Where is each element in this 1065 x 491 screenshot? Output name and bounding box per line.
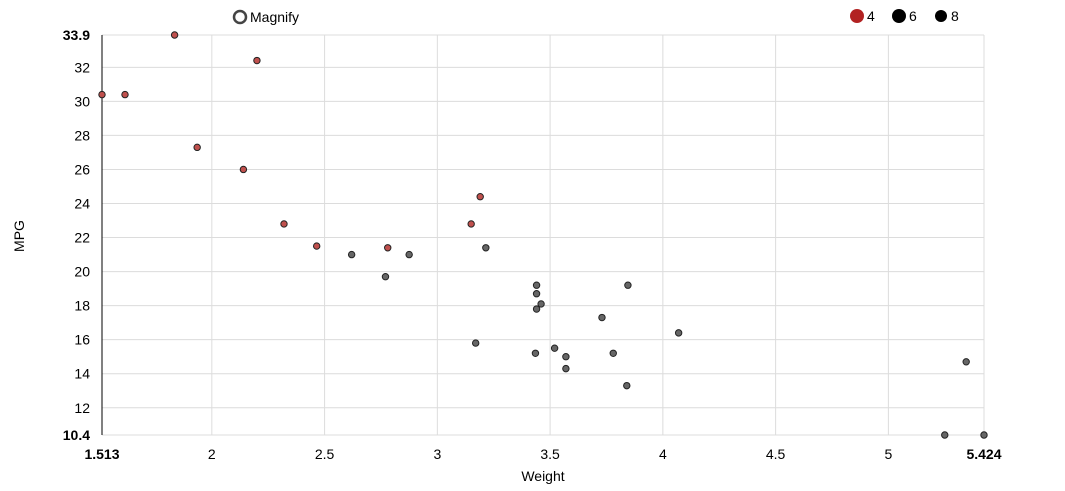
legend-swatch-8[interactable]: [935, 10, 947, 22]
data-point-cyl-8: [609, 349, 617, 357]
data-point-cyl-8: [598, 313, 606, 322]
x-tick-label: 3.5: [540, 446, 560, 462]
y-tick-label: 14: [74, 366, 90, 382]
y-axis-ticks: 12 14 16 18 20 22 24 26 28 30 32 10.4 33.9: [63, 27, 90, 443]
magnify-toggle[interactable]: Magnify: [232, 9, 299, 25]
data-point-cyl-6: [381, 273, 390, 281]
y-tick-label: 32: [74, 59, 90, 75]
data-point-cyl-4: [121, 90, 129, 99]
data-point-cyl-8: [532, 290, 541, 298]
data-point-cyl-4: [312, 242, 321, 250]
y-tick-label: 18: [74, 298, 90, 314]
legend-label-4[interactable]: 4: [867, 8, 875, 24]
data-point-cyl-6: [537, 300, 545, 308]
x-tick-label: 2.5: [315, 446, 335, 462]
data-point-cyl-8: [531, 349, 540, 357]
data-point-cyl-8: [941, 431, 949, 439]
data-point-cyl-4: [280, 220, 288, 228]
x-tick-label: 3: [433, 446, 441, 462]
x-min-label: 1.513: [84, 446, 119, 462]
data-points: [98, 31, 988, 439]
data-point-cyl-4: [253, 56, 261, 65]
y-tick-label: 20: [74, 264, 90, 280]
legend-label-8[interactable]: 8: [951, 8, 959, 24]
data-point-cyl-6: [347, 250, 356, 259]
y-axis-title: MPG: [11, 220, 27, 252]
data-point-cyl-8: [624, 281, 632, 289]
y-tick-label: 30: [74, 93, 90, 109]
data-point-cyl-4: [98, 90, 106, 99]
y-tick-label: 16: [74, 332, 90, 348]
y-min-label: 10.4: [63, 427, 90, 443]
data-point-cyl-4: [384, 244, 392, 252]
y-max-label: 33.9: [63, 27, 90, 43]
data-point-cyl-8: [471, 339, 480, 347]
data-point-cyl-6: [405, 250, 413, 259]
data-point-cyl-8: [550, 344, 559, 352]
data-point-cyl-4: [476, 193, 484, 201]
data-point-cyl-8: [562, 353, 570, 361]
legend-label-6[interactable]: 6: [909, 8, 917, 24]
data-point-cyl-4: [170, 31, 179, 39]
magnify-radio-icon[interactable]: [232, 9, 248, 25]
data-point-cyl-4: [467, 220, 475, 228]
x-tick-label: 4.5: [766, 446, 786, 462]
y-tick-label: 28: [74, 127, 90, 143]
x-tick-label: 2: [208, 446, 216, 462]
data-point-cyl-4: [193, 143, 201, 152]
data-point-cyl-8: [674, 329, 683, 337]
data-point-cyl-6: [532, 305, 541, 313]
data-point-cyl-8: [962, 358, 970, 366]
magnify-label[interactable]: Magnify: [250, 9, 299, 25]
y-tick-label: 12: [74, 400, 90, 416]
y-tick-label: 24: [74, 196, 90, 212]
y-tick-label: 22: [74, 230, 90, 246]
legend[interactable]: 4 6 8: [850, 8, 959, 24]
x-max-label: 5.424: [966, 446, 1001, 462]
data-point-cyl-6: [482, 244, 490, 252]
x-axis-ticks: 2 2.5 3 3.5 4 4.5 5 1.513 5.424: [84, 446, 1001, 462]
data-point-cyl-8: [562, 364, 570, 373]
y-tick-label: 26: [74, 161, 90, 177]
data-point-cyl-8: [623, 381, 631, 390]
x-tick-label: 5: [884, 446, 892, 462]
x-tick-label: 4: [659, 446, 667, 462]
data-point-cyl-8: [980, 431, 988, 439]
x-axis-title: Weight: [521, 468, 564, 484]
data-point-cyl-4: [239, 165, 248, 174]
data-point-cyl-6: [532, 281, 541, 289]
legend-swatch-4[interactable]: [850, 9, 864, 23]
legend-swatch-6[interactable]: [892, 9, 906, 23]
grid-layer: [102, 34, 985, 436]
